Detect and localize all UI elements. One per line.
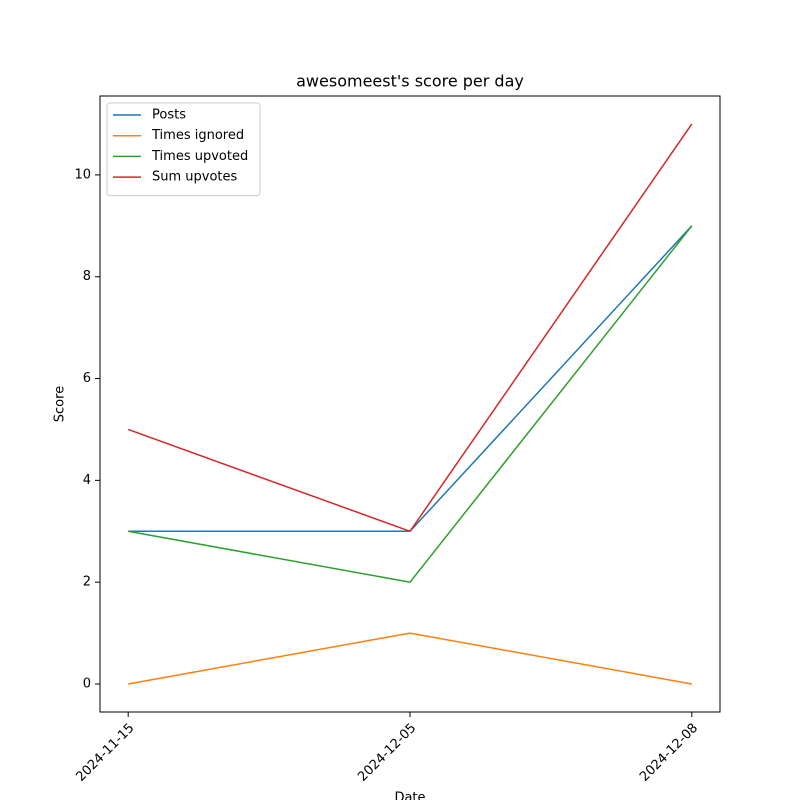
line-series [128,225,693,584]
plot-frame [99,95,721,713]
y-tick-label: 0 [83,677,91,692]
legend-label: Sum upvotes [152,170,238,185]
legend-label: Times ignored [151,128,244,143]
y-axis-label: Score [53,386,68,422]
y-tick-label: 6 [83,371,91,386]
x-axis-label: Date [394,791,425,800]
y-tick-label: 10 [74,167,91,182]
y-tick-label: 8 [83,269,91,284]
line-series [127,123,693,533]
legend-label: Posts [152,108,186,123]
chart-title: awesomeest's score per day [296,72,524,91]
line-series [128,632,692,685]
y-tick-label: 2 [83,575,91,590]
y-tick-label: 4 [83,473,91,488]
legend-label: Times upvoted [151,149,248,164]
legend-box [106,102,261,197]
